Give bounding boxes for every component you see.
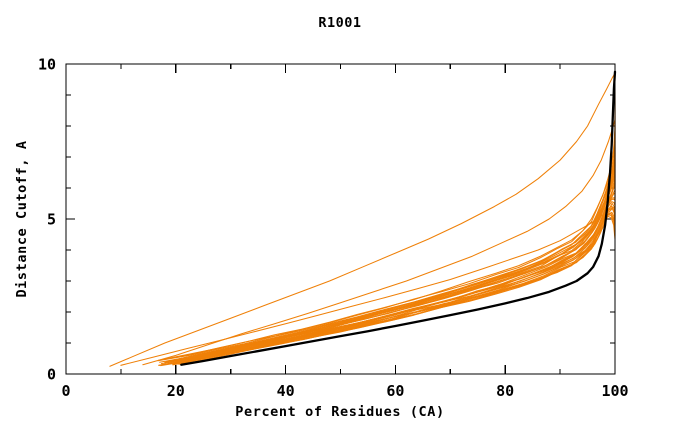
- y-tick-label: 5: [47, 211, 56, 229]
- chart-title: R1001: [318, 15, 361, 31]
- data-curves: [65, 63, 617, 375]
- ensemble-curve: [171, 102, 616, 362]
- ensemble-curve: [157, 115, 616, 362]
- x-tick-label: 20: [167, 382, 185, 400]
- axis-labels: 0 20 40 60 80 100 0 5 10: [38, 56, 629, 401]
- x-tick-label: 100: [601, 382, 628, 400]
- y-tick-label: 0: [47, 366, 56, 384]
- ensemble-curve: [160, 215, 616, 367]
- x-tick-label: 80: [496, 382, 514, 400]
- ensemble-curve: [178, 193, 616, 365]
- x-tick-label: 40: [277, 382, 295, 400]
- plot-border-overlay: [65, 63, 616, 375]
- ensemble-curve: [158, 214, 616, 366]
- outlier-curve: [142, 119, 616, 366]
- ensemble-curve: [172, 211, 616, 366]
- ensemble-curve: [180, 137, 616, 363]
- ensemble-curve: [159, 140, 616, 363]
- outlier-curve: [120, 206, 616, 366]
- x-tick-label: 0: [61, 382, 70, 400]
- ensemble-curve: [158, 88, 616, 361]
- ensemble-curve: [181, 107, 616, 362]
- ensemble-curve: [158, 213, 616, 366]
- ensemble-curve: [180, 96, 616, 361]
- y-axis-label: Distance Cutoff, A: [14, 140, 30, 297]
- ensemble-curve: [172, 203, 616, 365]
- y-tick-label: 10: [38, 56, 56, 74]
- ensemble-curve: [166, 199, 616, 365]
- x-tick-label: 60: [386, 382, 404, 400]
- ensemble-curve: [159, 91, 616, 361]
- ensemble-curve: [181, 208, 616, 366]
- x-axis-label: Percent of Residues (CA): [235, 404, 444, 420]
- target-curve: [180, 70, 617, 366]
- outlier-curve: [109, 72, 616, 367]
